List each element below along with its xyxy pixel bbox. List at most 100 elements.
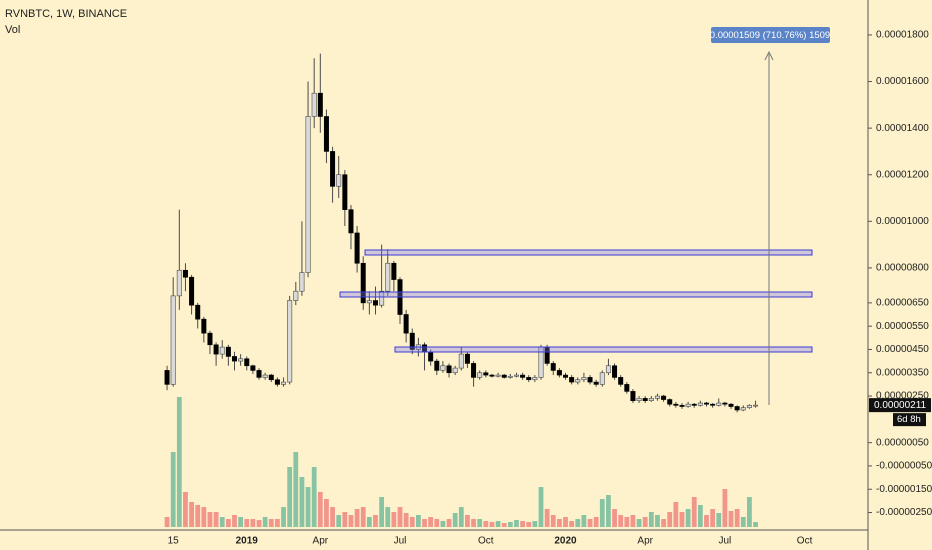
x-tick-label: 15	[168, 536, 180, 547]
candle-body	[317, 92, 323, 117]
countdown-label: 6d 8h	[897, 414, 921, 425]
candle-body	[293, 290, 299, 301]
candle-body	[648, 398, 654, 402]
volume-bar	[520, 521, 526, 527]
candle-body	[691, 403, 697, 406]
volume-bar	[299, 477, 305, 527]
candle-body	[507, 375, 513, 378]
candle-body	[330, 151, 336, 187]
countdown-box	[893, 413, 926, 427]
volume-bar	[630, 515, 636, 527]
candle-body	[348, 209, 354, 234]
chart-title: RVNBTC, 1W, BINANCE	[5, 8, 127, 20]
candle-body	[446, 365, 452, 374]
volume-bar	[612, 509, 617, 527]
candle-body	[360, 262, 366, 304]
candle-body	[532, 377, 538, 381]
volume-bar	[507, 522, 513, 527]
volume-bar	[195, 505, 201, 527]
volume-bar	[538, 487, 544, 527]
y-tick-label: 0.00000250	[876, 391, 929, 402]
volume-bar	[164, 517, 170, 527]
candle-body	[244, 358, 250, 367]
volume-bar	[679, 512, 685, 527]
volume-bar	[471, 519, 476, 527]
volume-bar	[422, 519, 427, 527]
volume-bar	[526, 522, 532, 527]
candle-body	[287, 300, 293, 383]
measure-label: 0.00001509 (710.76%) 1509	[710, 30, 830, 41]
volume-bar	[440, 521, 446, 527]
volume-bar	[311, 467, 317, 527]
volume-bar	[556, 519, 562, 527]
volume-bar	[238, 517, 244, 527]
measure-arrow	[764, 50, 774, 61]
candle-body	[636, 398, 642, 402]
candle-body	[746, 405, 752, 408]
last-price-label: 0.00000211	[874, 400, 927, 411]
y-tick-label: 0.00001800	[876, 30, 929, 41]
volume-bar	[330, 507, 335, 527]
volume-bar	[391, 512, 397, 527]
candle-body	[710, 403, 716, 406]
candle-body	[176, 269, 182, 297]
volume-bar	[373, 515, 378, 527]
measure-box	[711, 27, 830, 43]
candle-body	[722, 402, 728, 405]
last-price-box	[869, 398, 931, 413]
volume-bar	[624, 517, 630, 527]
candle-body	[391, 262, 397, 280]
volume-bar	[575, 519, 581, 527]
x-tick-label: Oct	[478, 536, 494, 547]
candle-body	[366, 300, 372, 304]
candle-body	[753, 404, 759, 407]
candle-body	[336, 174, 342, 187]
y-tick-label: 0.00000800	[876, 263, 929, 274]
volume-bar	[176, 397, 182, 527]
candle-body	[618, 377, 624, 385]
candle-layer	[164, 53, 759, 413]
volume-bar	[740, 517, 746, 527]
candle-body	[563, 374, 569, 378]
candle-body	[238, 358, 244, 362]
candle-body	[556, 370, 562, 376]
x-tick-label: 2019	[236, 536, 259, 547]
candle-body	[182, 269, 188, 278]
volume-bar	[691, 497, 697, 527]
candle-body	[305, 116, 311, 273]
volume-bar	[544, 509, 550, 527]
volume-bar	[550, 515, 556, 527]
candle-body	[262, 374, 268, 378]
y-tick-label: 0.00000550	[876, 321, 929, 332]
volume-bar	[409, 517, 415, 527]
volume-bar	[360, 507, 366, 527]
candle-body	[403, 314, 409, 334]
x-tick-label: Jul	[718, 536, 731, 547]
volume-bar	[275, 519, 280, 527]
candle-body	[581, 377, 587, 381]
volume-bar	[256, 520, 262, 527]
volume-bar	[483, 521, 489, 527]
candle-body	[268, 374, 274, 381]
volume-bar	[655, 515, 660, 527]
candle-body	[697, 402, 703, 406]
volume-bar	[281, 507, 286, 527]
volume-bar	[250, 519, 256, 527]
candle-body	[612, 365, 618, 378]
volume-bar	[348, 515, 354, 527]
candle-body	[667, 399, 673, 405]
volume-bar	[618, 515, 624, 527]
y-tick-label: 0.00001000	[876, 216, 929, 227]
volume-bar	[232, 515, 237, 527]
candle-body	[342, 174, 348, 210]
volume-title: Vol	[5, 24, 20, 36]
candle-body	[311, 92, 317, 117]
y-tick-label: 0.00001400	[876, 123, 929, 134]
volume-bar	[728, 511, 734, 527]
candle-body	[587, 377, 593, 383]
volume-bar	[403, 513, 409, 527]
volume-bar	[532, 521, 538, 527]
candle-body	[201, 318, 207, 334]
candle-body	[409, 332, 415, 350]
